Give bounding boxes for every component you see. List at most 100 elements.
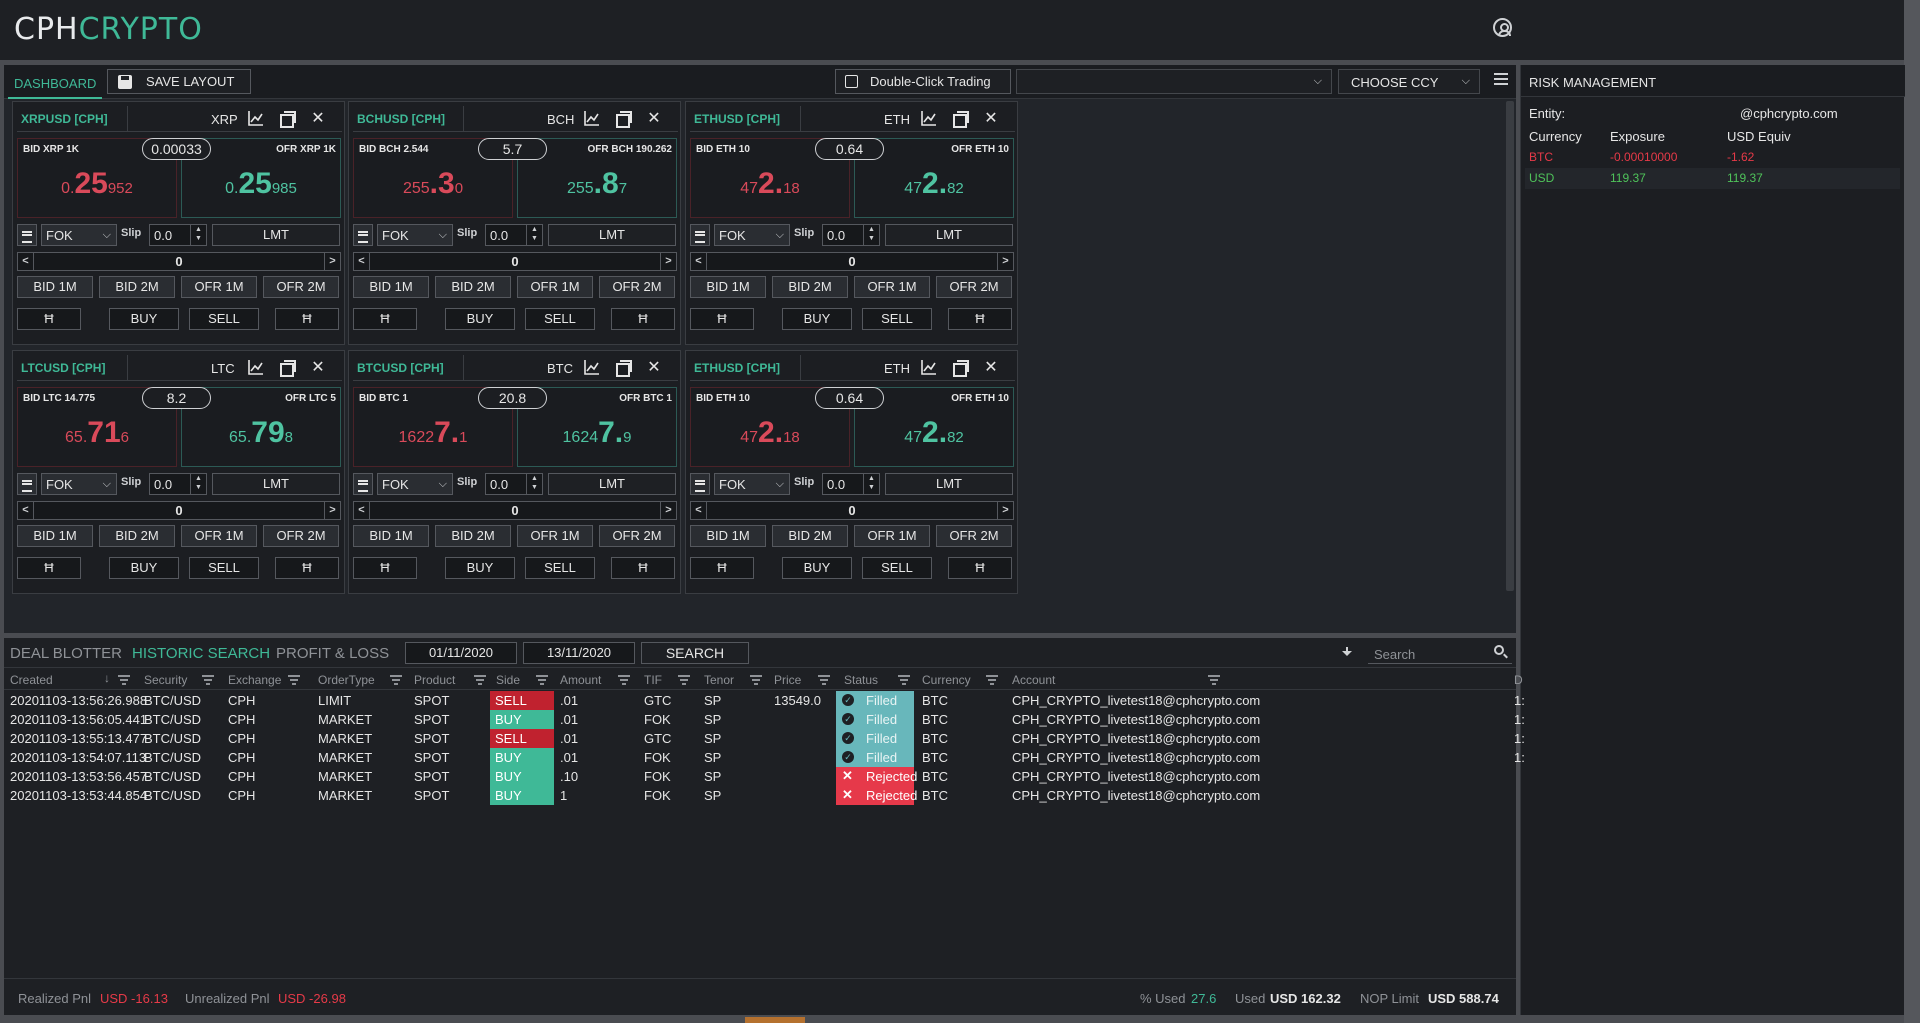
quick-size-button[interactable]: BID 2M bbox=[99, 276, 175, 298]
quick-size-button[interactable]: OFR 1M bbox=[517, 525, 593, 547]
quick-size-button[interactable]: BID 1M bbox=[353, 276, 429, 298]
chevron-right-icon[interactable]: > bbox=[997, 502, 1013, 519]
tab-historic-search[interactable]: HISTORIC SEARCH bbox=[132, 645, 271, 662]
slip-input[interactable]: 0.0 ▲ ▼ bbox=[822, 224, 880, 246]
aux-button[interactable]: Ħ bbox=[17, 557, 81, 579]
copy-icon[interactable] bbox=[277, 359, 296, 377]
tile-ccy-toggle[interactable]: ETH bbox=[884, 361, 910, 376]
offer-price-button[interactable]: OFR BTC 1 16247.9 bbox=[517, 387, 677, 467]
buy-button[interactable]: BUY bbox=[109, 308, 179, 330]
tif-select[interactable]: FOK ⌵ bbox=[714, 224, 790, 246]
filter-icon[interactable] bbox=[618, 675, 630, 685]
slip-spinner[interactable]: ▲ ▼ bbox=[863, 474, 879, 494]
copy-icon[interactable] bbox=[613, 359, 632, 377]
filter-icon[interactable] bbox=[474, 675, 486, 685]
sell-button[interactable]: SELL bbox=[525, 308, 595, 330]
sort-desc-icon[interactable]: ↓ bbox=[104, 671, 110, 685]
buy-button[interactable]: BUY bbox=[445, 308, 515, 330]
column-header-tenor[interactable]: Tenor bbox=[704, 673, 735, 687]
tif-select[interactable]: FOK ⌵ bbox=[41, 473, 117, 495]
close-icon[interactable]: ✕ bbox=[647, 110, 661, 127]
table-row[interactable]: 20201103-13:56:26.988 BTC/USD CPH LIMIT SPOT… bbox=[4, 691, 1525, 710]
limit-button[interactable]: LMT bbox=[885, 473, 1013, 495]
chart-icon[interactable] bbox=[920, 110, 938, 128]
quick-size-button[interactable]: OFR 2M bbox=[263, 276, 339, 298]
chevron-right-icon[interactable]: > bbox=[997, 253, 1013, 270]
close-icon[interactable]: ✕ bbox=[984, 110, 998, 127]
quick-size-button[interactable]: BID 2M bbox=[99, 525, 175, 547]
quick-size-button[interactable]: OFR 2M bbox=[936, 276, 1012, 298]
window-scrollbar[interactable] bbox=[1904, 0, 1920, 1023]
copy-icon[interactable] bbox=[950, 110, 969, 128]
quick-size-button[interactable]: OFR 1M bbox=[854, 525, 930, 547]
menu-icon[interactable] bbox=[1494, 73, 1508, 85]
limit-button[interactable]: LMT bbox=[212, 224, 340, 246]
filter-icon[interactable] bbox=[288, 675, 300, 685]
quick-size-button[interactable]: BID 1M bbox=[690, 525, 766, 547]
chart-icon[interactable] bbox=[583, 359, 601, 377]
column-header-currency[interactable]: Currency bbox=[922, 673, 971, 687]
quick-size-button[interactable]: BID 2M bbox=[435, 525, 511, 547]
order-options-button[interactable] bbox=[353, 473, 373, 495]
copy-icon[interactable] bbox=[950, 359, 969, 377]
choose-ccy-select[interactable]: CHOOSE CCY ⌵ bbox=[1338, 69, 1480, 94]
chevron-left-icon[interactable]: < bbox=[354, 253, 370, 270]
download-icon[interactable] bbox=[1341, 647, 1353, 659]
chevron-left-icon[interactable]: < bbox=[18, 502, 34, 519]
quick-size-button[interactable]: BID 2M bbox=[772, 276, 848, 298]
quick-size-button[interactable]: OFR 2M bbox=[936, 525, 1012, 547]
aux-button[interactable]: Ħ bbox=[275, 308, 339, 330]
aux-button[interactable]: Ħ bbox=[17, 308, 81, 330]
chevron-right-icon[interactable]: > bbox=[324, 502, 340, 519]
column-header-status[interactable]: Status bbox=[844, 673, 879, 687]
tile-ccy-toggle[interactable]: BCH bbox=[547, 112, 575, 127]
sell-button[interactable]: SELL bbox=[189, 308, 259, 330]
close-icon[interactable]: ✕ bbox=[647, 359, 661, 376]
filter-icon[interactable] bbox=[118, 675, 130, 685]
quantity-input[interactable]: <0 > bbox=[17, 252, 341, 271]
column-header-created[interactable]: Created bbox=[10, 673, 53, 687]
limit-button[interactable]: LMT bbox=[885, 224, 1013, 246]
filter-icon[interactable] bbox=[678, 675, 690, 685]
chevron-left-icon[interactable]: < bbox=[691, 253, 707, 270]
filter-icon[interactable] bbox=[898, 675, 910, 685]
sell-button[interactable]: SELL bbox=[862, 308, 932, 330]
aux-button[interactable]: Ħ bbox=[690, 308, 754, 330]
quantity-input[interactable]: <0 > bbox=[353, 252, 677, 271]
quick-size-button[interactable]: OFR 1M bbox=[517, 276, 593, 298]
slip-spinner[interactable]: ▲ ▼ bbox=[863, 225, 879, 245]
aux-button[interactable]: Ħ bbox=[353, 557, 417, 579]
quick-size-button[interactable]: OFR 2M bbox=[263, 525, 339, 547]
quick-size-button[interactable]: OFR 2M bbox=[599, 276, 675, 298]
column-header-price[interactable]: Price bbox=[774, 673, 802, 687]
quick-size-button[interactable]: BID 1M bbox=[17, 525, 93, 547]
chevron-right-icon[interactable]: > bbox=[660, 253, 676, 270]
quick-size-button[interactable]: BID 1M bbox=[353, 525, 429, 547]
slip-input[interactable]: 0.0 ▲ ▼ bbox=[485, 473, 543, 495]
slip-spinner[interactable]: ▲ ▼ bbox=[526, 225, 542, 245]
table-row[interactable]: 20201103-13:55:13.477 BTC/USD CPH MARKET SPO… bbox=[4, 729, 1525, 748]
tab-profit-loss[interactable]: PROFIT & LOSS bbox=[276, 645, 390, 662]
tile-ccy-toggle[interactable]: XRP bbox=[211, 112, 238, 127]
user-account-icon[interactable] bbox=[1493, 18, 1512, 37]
chevron-left-icon[interactable]: < bbox=[691, 502, 707, 519]
to-date-input[interactable]: 13/11/2020 bbox=[523, 642, 635, 664]
chart-icon[interactable] bbox=[247, 110, 265, 128]
filter-icon[interactable] bbox=[986, 675, 998, 685]
tif-select[interactable]: FOK ⌵ bbox=[377, 473, 453, 495]
slip-spinner[interactable]: ▲ ▼ bbox=[526, 474, 542, 494]
order-options-button[interactable] bbox=[690, 473, 710, 495]
chart-icon[interactable] bbox=[920, 359, 938, 377]
save-layout-button[interactable]: SAVE LAYOUT bbox=[107, 69, 251, 94]
column-header-d[interactable]: D bbox=[1514, 673, 1523, 687]
column-header-account[interactable]: Account bbox=[1012, 673, 1056, 687]
filter-icon[interactable] bbox=[818, 675, 830, 685]
chart-icon[interactable] bbox=[583, 110, 601, 128]
copy-icon[interactable] bbox=[613, 110, 632, 128]
column-header-exchange[interactable]: Exchange bbox=[228, 673, 282, 687]
column-header-amount[interactable]: Amount bbox=[560, 673, 602, 687]
tif-select[interactable]: FOK ⌵ bbox=[714, 473, 790, 495]
from-date-input[interactable]: 01/11/2020 bbox=[405, 642, 517, 664]
column-header-side[interactable]: Side bbox=[496, 673, 521, 687]
aux-button[interactable]: Ħ bbox=[948, 557, 1012, 579]
